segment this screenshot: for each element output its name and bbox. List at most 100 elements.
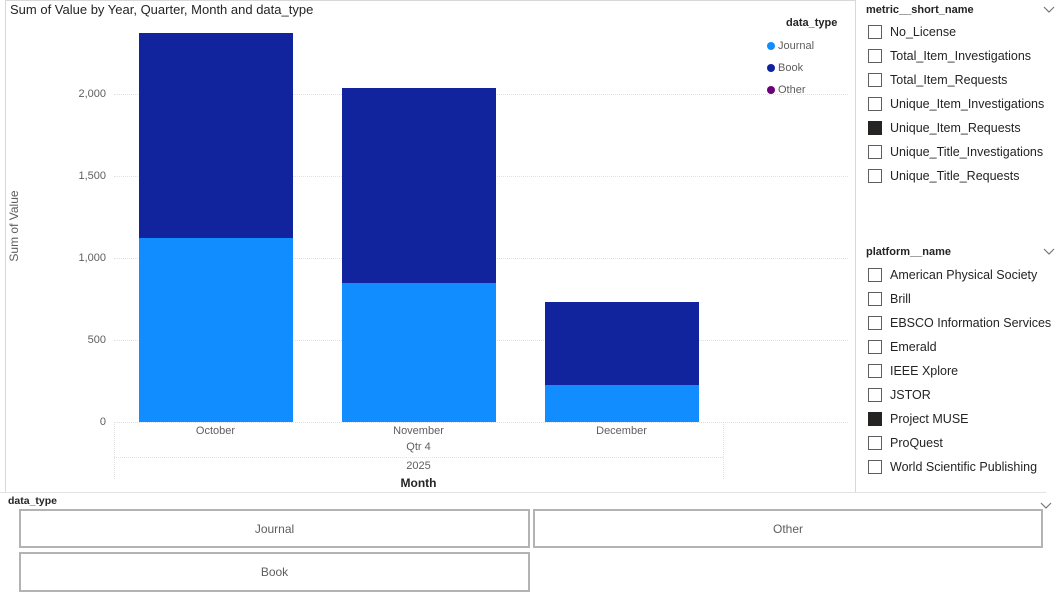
bar-segment-book-october[interactable] — [138, 33, 293, 239]
checkbox-label: Emerald — [890, 340, 937, 354]
metric-item-total-item-requests[interactable]: Total_Item_Requests — [866, 68, 1059, 92]
axis-bracket-right — [723, 422, 724, 479]
legend-title: data_type — [786, 17, 838, 29]
legend-dot-icon — [767, 86, 775, 94]
platform-slicer: platform__name American Physical Society… — [866, 244, 1059, 479]
checkbox-checked[interactable] — [868, 412, 882, 426]
filter-panel: metric__short_name No_License Total_Item_… — [866, 0, 1059, 492]
y-tick-label: 2,000 — [78, 88, 106, 100]
data-type-tile-journal[interactable]: Journal — [19, 509, 530, 548]
checkbox-label: Brill — [890, 292, 911, 306]
chevron-down-icon[interactable] — [1043, 6, 1055, 13]
bar-segment-journal-december[interactable] — [544, 385, 699, 422]
bar-segment-book-december[interactable] — [544, 302, 699, 386]
legend-item-book[interactable]: Book — [767, 57, 855, 79]
chevron-down-icon[interactable] — [1040, 496, 1052, 514]
metric-slicer-title: metric__short_name — [866, 3, 974, 16]
checkbox-unchecked[interactable] — [868, 364, 882, 378]
checkbox-unchecked[interactable] — [868, 97, 882, 111]
legend-dot-icon — [767, 64, 775, 72]
checkbox-unchecked[interactable] — [868, 292, 882, 306]
checkbox-unchecked[interactable] — [868, 145, 882, 159]
chevron-down-icon[interactable] — [1043, 248, 1055, 255]
data-type-tile-book[interactable]: Book — [19, 552, 530, 592]
x-tick-label: October — [195, 425, 236, 437]
y-tick-label: 500 — [87, 334, 106, 346]
checkbox-label: JSTOR — [890, 388, 931, 402]
legend-item-other[interactable]: Other — [767, 79, 855, 101]
legend: data_type Journal Book Other — [767, 17, 855, 101]
metric-item-unique-item-investigations[interactable]: Unique_Item_Investigations — [866, 92, 1059, 116]
metric-item-total-item-investigations[interactable]: Total_Item_Investigations — [866, 44, 1059, 68]
platform-item-world-scientific-publishing[interactable]: World Scientific Publishing — [866, 455, 1059, 479]
platform-item-emerald[interactable]: Emerald — [866, 335, 1059, 359]
checkbox-unchecked[interactable] — [868, 340, 882, 354]
y-tick-label: 0 — [99, 416, 106, 428]
y-axis-title: Sum of Value — [7, 190, 21, 262]
axis-bracket-separator — [114, 457, 723, 458]
metric-checklist: No_License Total_Item_Investigations Total… — [866, 20, 1059, 188]
checkbox-label: IEEE Xplore — [890, 364, 959, 378]
platform-item-proquest[interactable]: ProQuest — [866, 431, 1059, 455]
legend-item-label: Book — [778, 62, 804, 74]
platform-checklist: American Physical Society Brill EBSCO Info… — [866, 263, 1059, 479]
metric-item-unique-item-requests[interactable]: Unique_Item_Requests — [866, 116, 1059, 140]
platform-item-project-muse[interactable]: Project MUSE — [866, 407, 1059, 431]
quarter-label: Qtr 4 — [406, 441, 431, 453]
checkbox-unchecked[interactable] — [868, 316, 882, 330]
metric-item-unique-title-investigations[interactable]: Unique_Title_Investigations — [866, 140, 1059, 164]
x-tick-label: November — [393, 425, 444, 437]
checkbox-label: Unique_Item_Requests — [890, 121, 1021, 135]
data-type-slicer-title: data_type — [8, 495, 58, 507]
checkbox-label: Project MUSE — [890, 412, 969, 426]
legend-item-journal[interactable]: Journal — [767, 35, 855, 57]
checkbox-label: Unique_Item_Investigations — [890, 97, 1045, 111]
platform-item-american-physical-society[interactable]: American Physical Society — [866, 263, 1059, 287]
data-type-tile-other[interactable]: Other — [533, 509, 1043, 548]
legend-item-label: Other — [778, 84, 806, 96]
checkbox-label: EBSCO Information Services — [890, 316, 1052, 330]
checkbox-unchecked[interactable] — [868, 388, 882, 402]
legend-item-label: Journal — [778, 40, 815, 52]
checkbox-unchecked[interactable] — [868, 49, 882, 63]
checkbox-label: World Scientific Publishing — [890, 460, 1038, 474]
checkbox-unchecked[interactable] — [868, 73, 882, 87]
metric-slicer-header: metric__short_name — [866, 2, 1059, 17]
axis-bracket-left — [114, 422, 115, 479]
checkbox-unchecked[interactable] — [868, 460, 882, 474]
bar-segment-journal-october[interactable] — [138, 238, 293, 422]
checkbox-unchecked[interactable] — [868, 25, 882, 39]
stacked-column-chart-visual: Sum of Value by Year, Quarter, Month and… — [5, 0, 856, 493]
data-type-slicer: data_type Journal Other Book — [0, 492, 1059, 599]
checkbox-unchecked[interactable] — [868, 268, 882, 282]
platform-slicer-title: platform__name — [866, 245, 951, 258]
bar-segment-journal-november[interactable] — [341, 282, 496, 422]
chart-title: Sum of Value by Year, Quarter, Month and… — [10, 2, 314, 17]
checkbox-label: Total_Item_Requests — [890, 73, 1008, 87]
platform-item-brill[interactable]: Brill — [866, 287, 1059, 311]
x-axis-title: Month — [400, 476, 437, 490]
x-tick-label: December — [596, 425, 647, 437]
checkbox-unchecked[interactable] — [868, 169, 882, 183]
checkbox-unchecked[interactable] — [868, 436, 882, 450]
gridline — [114, 422, 848, 423]
metric-slicer: metric__short_name No_License Total_Item_… — [866, 2, 1059, 188]
section-divider — [0, 492, 1046, 493]
checkbox-label: American Physical Society — [890, 268, 1038, 282]
checkbox-checked[interactable] — [868, 121, 882, 135]
platform-item-jstor[interactable]: JSTOR — [866, 383, 1059, 407]
legend-dot-icon — [767, 42, 775, 50]
checkbox-label: Unique_Title_Requests — [890, 169, 1020, 183]
y-tick-label: 1,500 — [78, 170, 106, 182]
platform-item-ieee-xplore[interactable]: IEEE Xplore — [866, 359, 1059, 383]
bar-segment-book-november[interactable] — [341, 88, 496, 283]
checkbox-label: Unique_Title_Investigations — [890, 145, 1044, 159]
checkbox-label: Total_Item_Investigations — [890, 49, 1032, 63]
metric-item-no-license[interactable]: No_License — [866, 20, 1059, 44]
legend-items: Journal Book Other — [767, 35, 855, 101]
platform-item-ebsco-information-services[interactable]: EBSCO Information Services — [866, 311, 1059, 335]
metric-item-unique-title-requests[interactable]: Unique_Title_Requests — [866, 164, 1059, 188]
checkbox-label: ProQuest — [890, 436, 943, 450]
platform-slicer-header: platform__name — [866, 244, 1059, 259]
